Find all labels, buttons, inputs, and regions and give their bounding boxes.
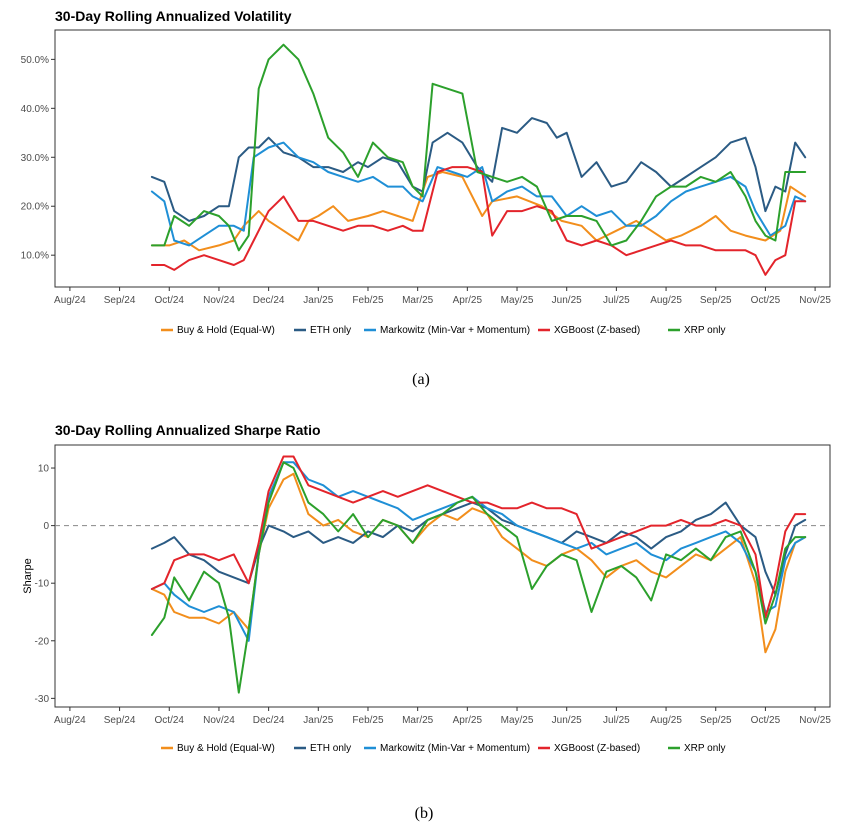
sharpe-legend: Buy & Hold (Equal-W) ETH only Markowitz (M… bbox=[161, 743, 726, 754]
sharpe-x-tick-label: Jun/25 bbox=[552, 715, 582, 726]
sharpe-plot-area bbox=[54, 444, 831, 708]
volatility-line-markowitz-min-var-momentum bbox=[150, 141, 807, 247]
volatility-x-tick-label: Aug/25 bbox=[650, 295, 682, 306]
legend-label-buy-hold-equal-w: Buy & Hold (Equal-W) bbox=[177, 325, 275, 336]
sharpe-x-tick-label: Mar/25 bbox=[402, 715, 434, 726]
volatility-y-tick-label: 40.0% bbox=[21, 104, 49, 115]
volatility-y-axis: 10.0% 20.0% 30.0% 40.0% 50.0% bbox=[21, 55, 55, 262]
sharpe-chart-title: 30-Day Rolling Annualized Sharpe Ratio bbox=[55, 422, 321, 438]
sharpe-y-tick-label: -30 bbox=[35, 694, 50, 705]
sharpe-x-tick-label: Oct/25 bbox=[751, 715, 781, 726]
sharpe-line-xrp-only bbox=[150, 461, 807, 694]
sharpe-series bbox=[150, 455, 807, 694]
volatility-chart-title: 30-Day Rolling Annualized Volatility bbox=[55, 8, 292, 24]
volatility-series bbox=[150, 43, 807, 276]
sharpe-x-tick-label: Feb/25 bbox=[352, 715, 384, 726]
legend-label-xgboost-z-based: XGBoost (Z-based) bbox=[554, 325, 640, 336]
legend-label-buy-hold-equal-w: Buy & Hold (Equal-W) bbox=[177, 743, 275, 754]
volatility-x-tick-label: Nov/25 bbox=[799, 295, 831, 306]
sharpe-y-tick-label: -10 bbox=[35, 579, 50, 590]
sharpe-x-tick-label: Dec/24 bbox=[253, 715, 285, 726]
volatility-line-xrp-only bbox=[150, 43, 807, 252]
sharpe-y-tick-label: 0 bbox=[43, 521, 49, 532]
volatility-x-axis: Aug/24 Sep/24 Oct/24 Nov/24 Dec/24 Jan/25 Feb/… bbox=[54, 287, 831, 306]
sharpe-x-axis: Aug/24 Sep/24 Oct/24 Nov/24 Dec/24 Jan/25 Feb/… bbox=[54, 707, 831, 726]
sharpe-x-tick-label: Sep/24 bbox=[104, 715, 136, 726]
sharpe-x-tick-label: Jul/25 bbox=[603, 715, 630, 726]
volatility-x-tick-label: May/25 bbox=[501, 295, 534, 306]
legend-label-markowitz-min-var-momentum: Markowitz (Min-Var + Momentum) bbox=[380, 743, 530, 754]
volatility-x-tick-label: Jul/25 bbox=[603, 295, 630, 306]
legend-label-xgboost-z-based: XGBoost (Z-based) bbox=[554, 743, 640, 754]
volatility-legend: Buy & Hold (Equal-W) ETH only Markowitz (M… bbox=[161, 325, 726, 336]
sharpe-x-tick-label: Nov/24 bbox=[203, 715, 235, 726]
sharpe-y-axis: -30 -20 -10 0 10 bbox=[35, 464, 55, 705]
volatility-x-tick-label: Dec/24 bbox=[253, 295, 285, 306]
sharpe-line-xgboost-z-based bbox=[150, 455, 807, 619]
volatility-x-tick-label: Oct/24 bbox=[155, 295, 185, 306]
volatility-y-tick-label: 50.0% bbox=[21, 55, 49, 66]
volatility-line-xgboost-z-based bbox=[150, 166, 807, 276]
volatility-panel: 30-Day Rolling Annualized Volatility 10.… bbox=[21, 8, 832, 388]
sharpe-x-tick-label: Aug/25 bbox=[650, 715, 682, 726]
sharpe-x-tick-label: Apr/25 bbox=[453, 715, 483, 726]
volatility-line-buy-hold-equal-w bbox=[150, 171, 807, 252]
panel-a-label: (a) bbox=[412, 371, 430, 388]
volatility-x-tick-label: Apr/25 bbox=[453, 295, 483, 306]
sharpe-panel: 30-Day Rolling Annualized Sharpe Ratio S… bbox=[22, 422, 831, 822]
legend-label-markowitz-min-var-momentum: Markowitz (Min-Var + Momentum) bbox=[380, 325, 530, 336]
sharpe-x-tick-label: May/25 bbox=[501, 715, 534, 726]
volatility-x-tick-label: Jan/25 bbox=[303, 295, 333, 306]
sharpe-y-axis-label: Sharpe bbox=[22, 558, 34, 593]
sharpe-y-tick-label: 10 bbox=[38, 464, 50, 475]
sharpe-x-tick-label: Nov/25 bbox=[799, 715, 831, 726]
volatility-x-tick-label: Oct/25 bbox=[751, 295, 781, 306]
sharpe-x-tick-label: Jan/25 bbox=[303, 715, 333, 726]
legend-label-xrp-only: XRP only bbox=[684, 325, 726, 336]
volatility-y-tick-label: 30.0% bbox=[21, 153, 49, 164]
panel-b-label: (b) bbox=[415, 805, 434, 822]
legend-label-eth-only: ETH only bbox=[310, 743, 351, 754]
volatility-x-tick-label: Mar/25 bbox=[402, 295, 434, 306]
volatility-x-tick-label: Sep/24 bbox=[104, 295, 136, 306]
sharpe-x-tick-label: Sep/25 bbox=[700, 715, 732, 726]
legend-label-eth-only: ETH only bbox=[310, 325, 351, 336]
sharpe-x-tick-label: Aug/24 bbox=[54, 715, 86, 726]
volatility-x-tick-label: Aug/24 bbox=[54, 295, 86, 306]
legend-label-xrp-only: XRP only bbox=[684, 743, 726, 754]
volatility-x-tick-label: Nov/24 bbox=[203, 295, 235, 306]
sharpe-x-tick-label: Oct/24 bbox=[155, 715, 185, 726]
volatility-x-tick-label: Jun/25 bbox=[552, 295, 582, 306]
volatility-y-tick-label: 10.0% bbox=[21, 251, 49, 262]
sharpe-y-tick-label: -20 bbox=[35, 636, 50, 647]
volatility-x-tick-label: Sep/25 bbox=[700, 295, 732, 306]
volatility-y-tick-label: 20.0% bbox=[21, 202, 49, 213]
volatility-x-tick-label: Feb/25 bbox=[352, 295, 384, 306]
